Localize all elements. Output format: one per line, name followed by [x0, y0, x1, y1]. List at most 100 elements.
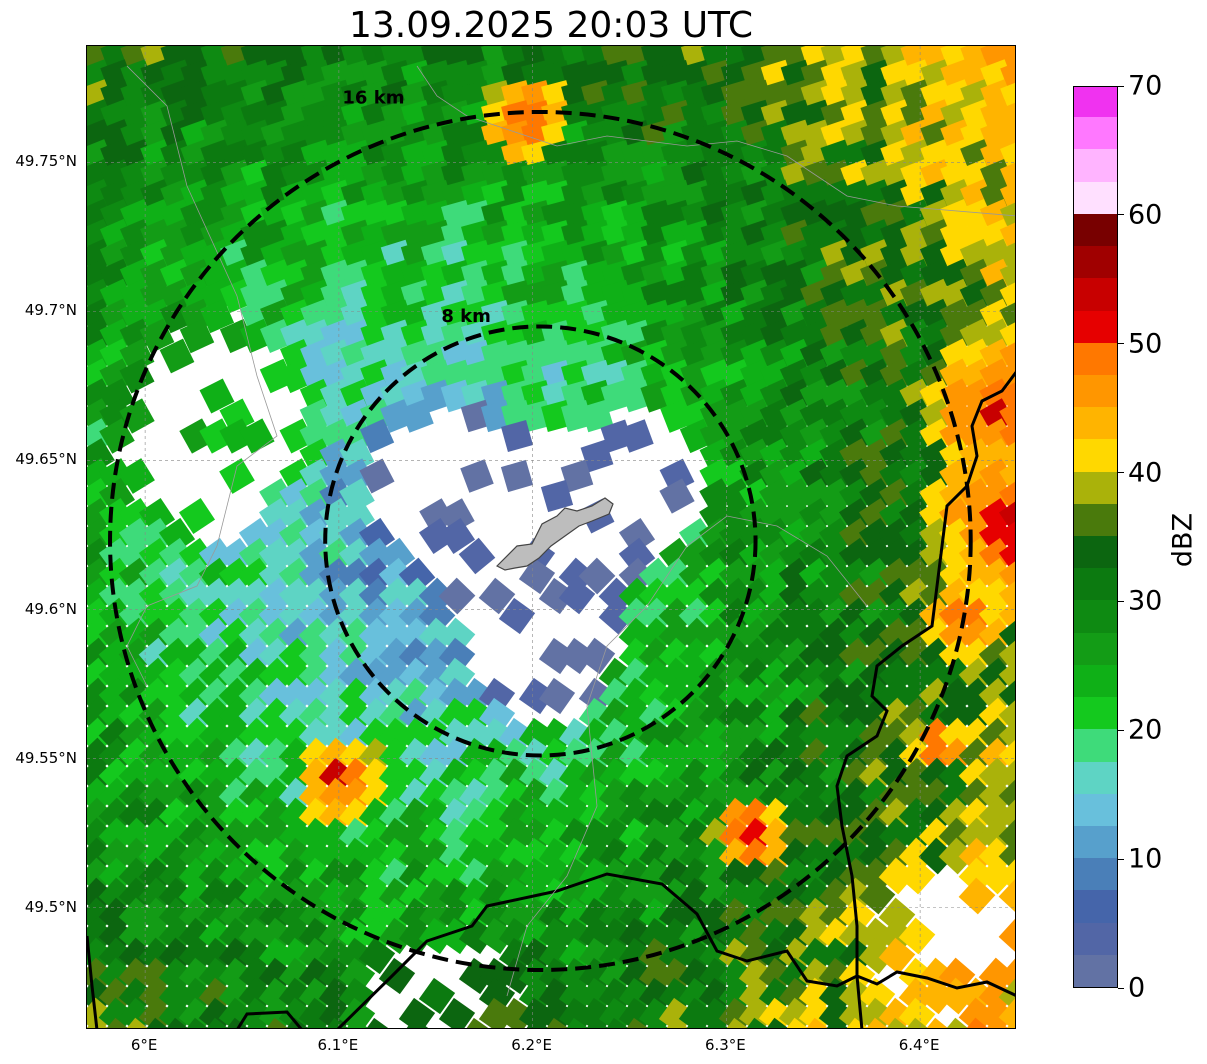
- colorbar-segment: [1074, 567, 1117, 601]
- reflectivity-bin: [858, 577, 896, 615]
- reflectivity-bin: [758, 717, 796, 755]
- reflectivity-bin: [378, 797, 416, 835]
- reflectivity-bin: [358, 597, 396, 635]
- reflectivity-bin: [278, 757, 316, 795]
- reflectivity-bin: [478, 837, 516, 875]
- reflectivity-bin: [438, 837, 476, 875]
- reflectivity-bin: [278, 817, 316, 855]
- reflectivity-bin: [458, 757, 496, 795]
- reflectivity-bin: [138, 737, 176, 775]
- reflectivity-bin: [778, 937, 816, 975]
- reflectivity-bin: [978, 617, 1015, 655]
- reflectivity-bin: [678, 797, 716, 835]
- reflectivity-bin: [158, 717, 196, 755]
- reflectivity-bin: [178, 837, 216, 875]
- reflectivity-bin: [878, 777, 916, 815]
- radar-map[interactable]: 8 km 16 km: [86, 45, 1016, 1029]
- reflectivity-bin: [198, 857, 236, 895]
- reflectivity-bin: [678, 537, 716, 575]
- reflectivity-bin: [358, 817, 396, 855]
- reflectivity-bin: [318, 657, 356, 695]
- reflectivity-bin: [198, 817, 236, 855]
- reflectivity-bin: [638, 737, 676, 775]
- range-ring-16km: [108, 109, 973, 973]
- reflectivity-bin: [839, 458, 875, 494]
- reflectivity-bin: [558, 917, 596, 955]
- reflectivity-bin: [238, 1017, 276, 1028]
- reflectivity-bin: [158, 797, 196, 835]
- reflectivity-bin: [87, 537, 116, 575]
- reflectivity-bin: [918, 597, 956, 635]
- reflectivity-bin: [438, 897, 476, 935]
- reflectivity-bin: [418, 837, 456, 875]
- reflectivity-bin: [398, 917, 436, 955]
- reflectivity-bin: [218, 637, 256, 675]
- reflectivity-bin: [779, 458, 815, 494]
- reflectivity-bin: [638, 657, 676, 695]
- reflectivity-bin: [958, 737, 996, 775]
- reflectivity-bin: [878, 997, 916, 1028]
- reflectivity-bin: [798, 737, 836, 775]
- reflectivity-bin: [378, 857, 416, 895]
- reflectivity-bin: [498, 597, 536, 635]
- reflectivity-bin: [418, 717, 456, 755]
- reflectivity-bin: [87, 478, 115, 514]
- reflectivity-bin: [438, 737, 476, 775]
- reflectivity-bin: [658, 597, 696, 635]
- reflectivity-bin: [998, 497, 1015, 535]
- reflectivity-bin: [87, 557, 116, 595]
- border-southwest: [87, 935, 99, 1028]
- reflectivity-bin: [918, 697, 956, 735]
- reflectivity-bin: [839, 418, 875, 454]
- reflectivity-bin: [178, 977, 216, 1015]
- reflectivity-bin: [118, 557, 156, 595]
- reflectivity-bin: [998, 1017, 1015, 1028]
- reflectivity-bin: [98, 837, 136, 875]
- reflectivity-bin: [838, 737, 876, 775]
- reflectivity-bin: [318, 517, 356, 555]
- reflectivity-bin: [298, 597, 336, 635]
- reflectivity-bin: [118, 577, 156, 615]
- reflectivity-bin: [878, 737, 916, 775]
- reflectivity-bin: [778, 857, 816, 895]
- reflectivity-bin: [678, 917, 716, 955]
- reflectivity-bin: [939, 398, 975, 434]
- reflectivity-bin: [258, 677, 296, 715]
- reflectivity-bin: [538, 777, 576, 815]
- reflectivity-bin: [678, 677, 716, 715]
- reflectivity-bin: [138, 797, 176, 835]
- reflectivity-bin: [258, 817, 296, 855]
- reflectivity-bin: [218, 837, 256, 875]
- reflectivity-bin: [238, 997, 276, 1028]
- reflectivity-bin: [938, 1017, 976, 1028]
- reflectivity-bin: [278, 577, 316, 615]
- reflectivity-bin: [378, 917, 416, 955]
- reflectivity-bin: [1000, 119, 1015, 153]
- reflectivity-bin: [259, 498, 295, 534]
- reflectivity-bin: [198, 637, 236, 675]
- reflectivity-bin: [118, 897, 156, 935]
- reflectivity-bin: [538, 917, 576, 955]
- colorbar-segment: [1074, 696, 1117, 730]
- reflectivity-bin: [638, 997, 676, 1028]
- reflectivity-bin: [898, 677, 936, 715]
- reflectivity-bin: [258, 537, 296, 575]
- reflectivity-bin: [158, 997, 196, 1028]
- reflectivity-bin: [718, 857, 756, 895]
- reflectivity-bin: [158, 617, 196, 655]
- colorbar-segment: [1074, 342, 1117, 375]
- lat-tick-label: 49.7°N: [24, 301, 77, 320]
- reflectivity-bin: [758, 657, 796, 695]
- reflectivity-bin: [538, 1017, 576, 1028]
- reflectivity-bin: [178, 657, 216, 695]
- reflectivity-bin: [338, 517, 376, 555]
- reflectivity-bin: [598, 957, 636, 995]
- reflectivity-bin: [678, 757, 716, 795]
- reflectivity-bin: [258, 937, 296, 975]
- reflectivity-bin: [158, 677, 196, 715]
- colorbar: [1073, 86, 1118, 988]
- reflectivity-bin: [278, 637, 316, 675]
- reflectivity-bin: [538, 677, 576, 715]
- reflectivity-bin: [898, 857, 936, 895]
- reflectivity-bin: [818, 897, 856, 935]
